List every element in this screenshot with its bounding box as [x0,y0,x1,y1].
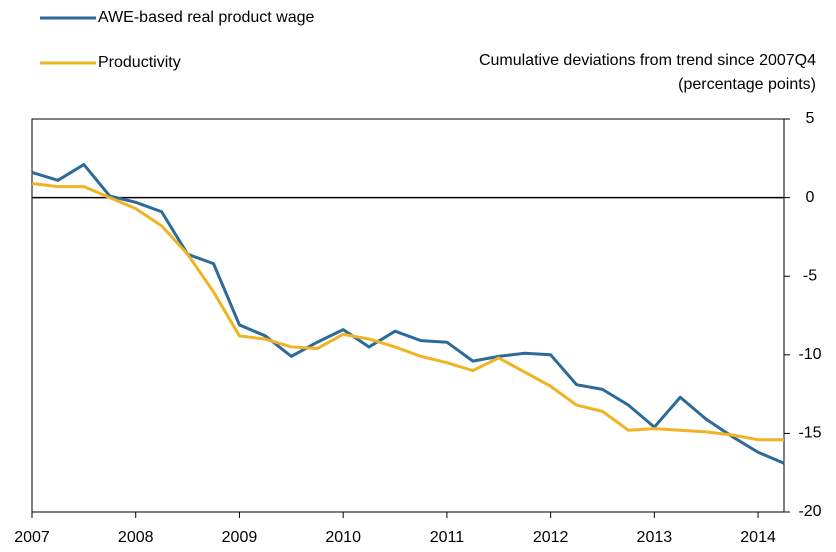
x-tick-label: 2011 [430,529,465,546]
legend-label: Productivity [98,54,181,71]
series-line [31,181,784,442]
x-tick-label: 2008 [118,529,154,546]
y-tick-label: -15 [798,425,821,442]
x-tick-label: 2007 [14,529,50,546]
legend-label: AWE-based real product wage [98,9,315,26]
series-line [31,163,785,465]
y-tick-label: 5 [806,110,815,127]
x-tick-label: 2013 [637,529,673,546]
y-tick-label: 0 [806,189,815,206]
x-tick-label: 2014 [740,529,776,546]
x-tick-label: 2012 [533,529,569,546]
plot-frame [31,118,785,513]
annotation: (percentage points) [678,76,816,93]
x-tick-label: 2010 [325,529,361,546]
annotation: Cumulative deviations from trend since 2… [479,52,816,69]
y-tick-label: -20 [798,503,821,520]
x-tick-label: 2009 [222,529,258,546]
y-tick-label: -10 [798,346,821,363]
y-tick-label: -5 [803,267,817,284]
